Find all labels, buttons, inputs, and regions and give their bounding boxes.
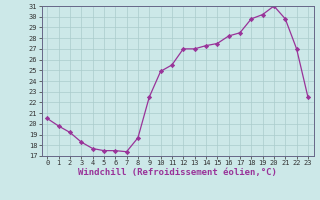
X-axis label: Windchill (Refroidissement éolien,°C): Windchill (Refroidissement éolien,°C) bbox=[78, 168, 277, 177]
